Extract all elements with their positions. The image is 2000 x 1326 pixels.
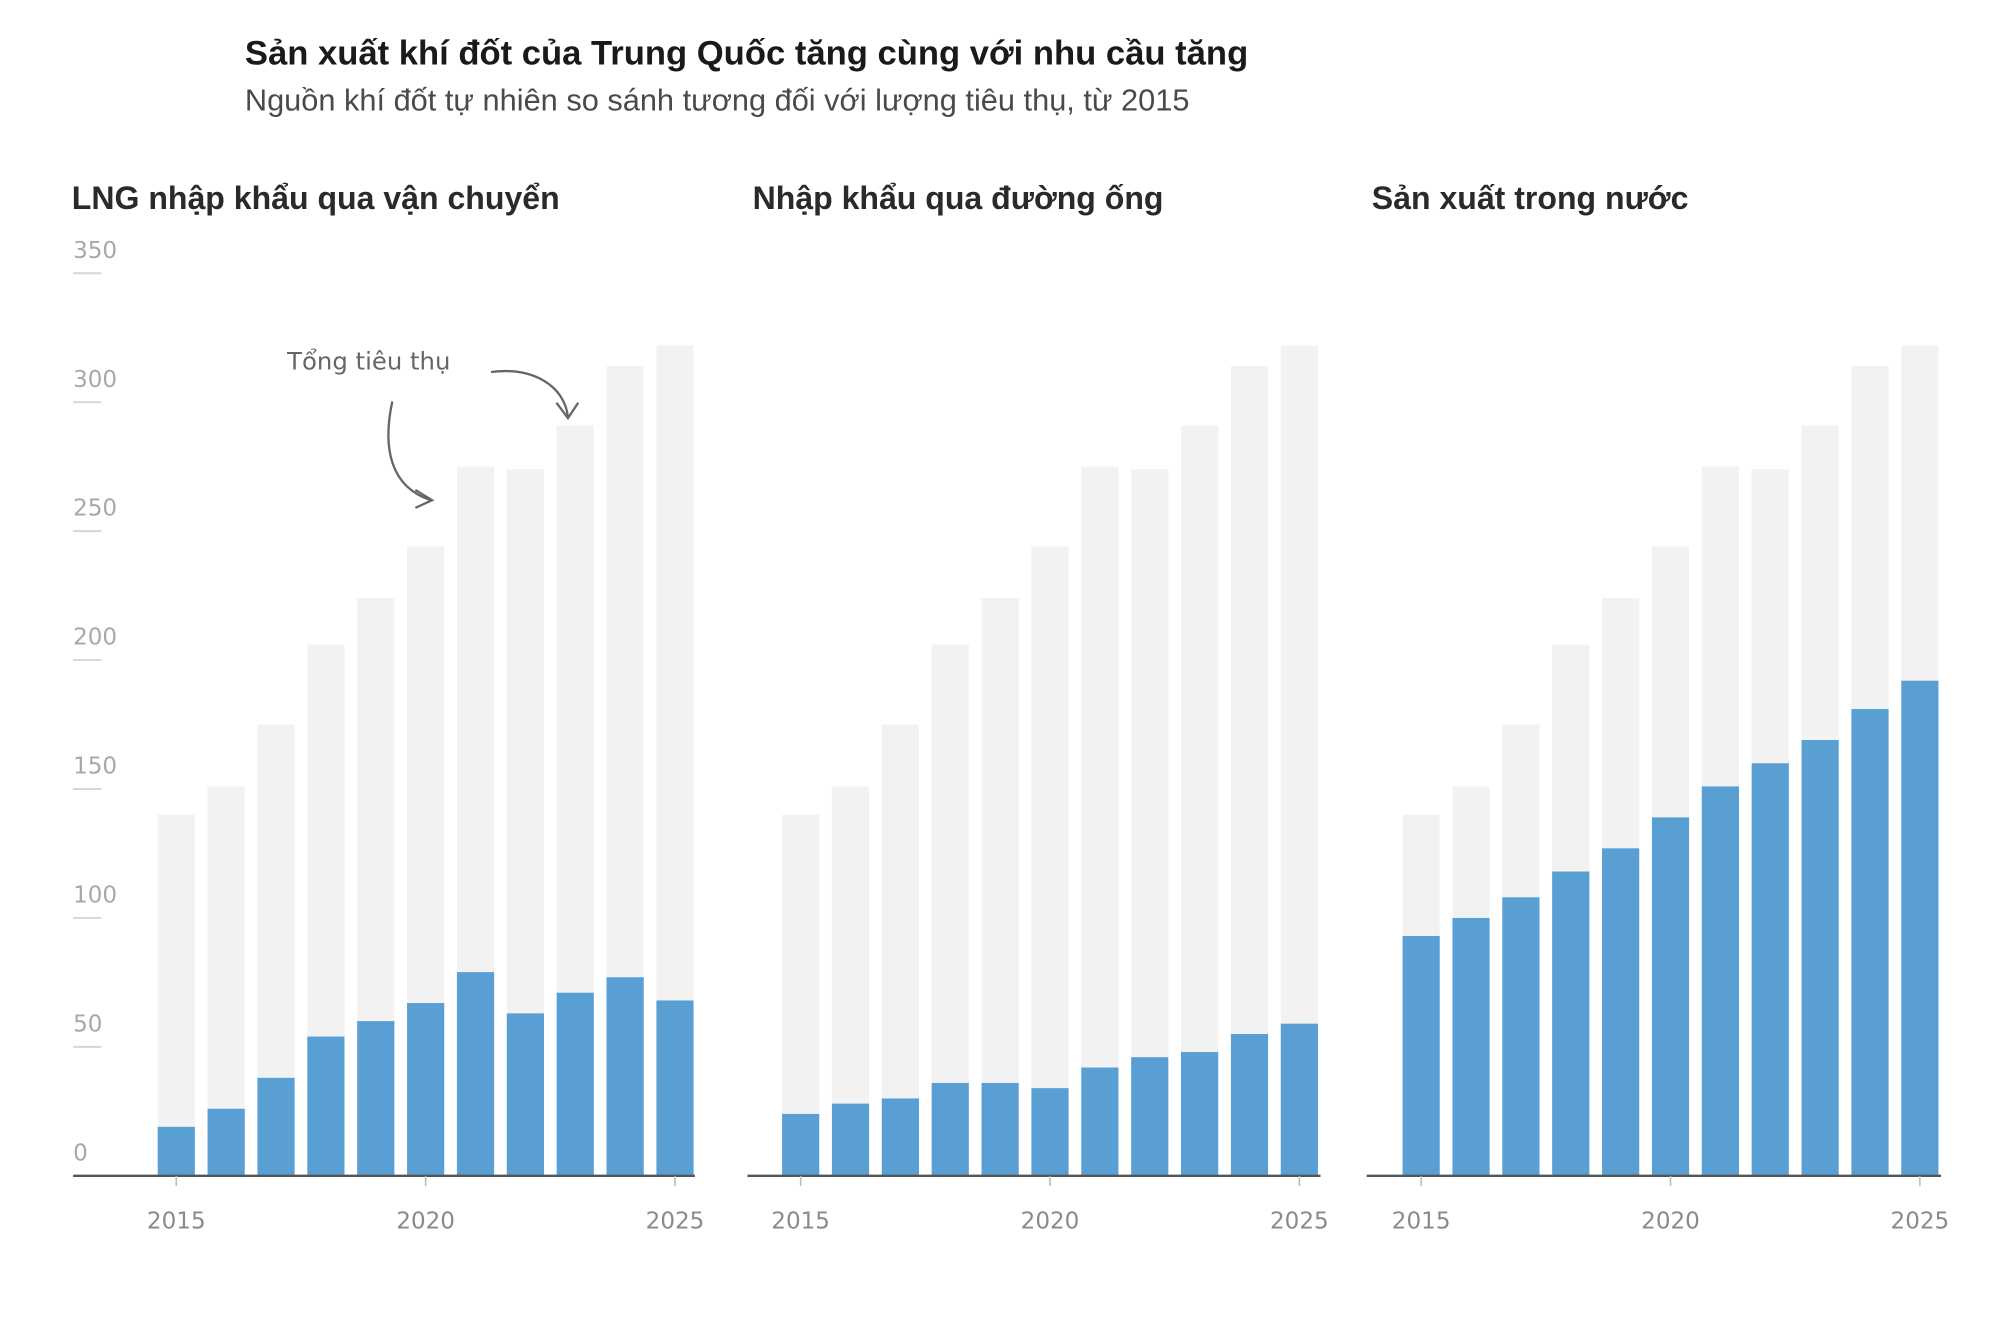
bar-source-2015 bbox=[782, 1113, 820, 1176]
bar-total-2021 bbox=[1081, 466, 1119, 1176]
bar-source-2018 bbox=[931, 1082, 969, 1176]
bar-source-2018 bbox=[307, 1036, 345, 1176]
bar-source-2025 bbox=[1901, 680, 1939, 1176]
x-tick-label: 2015 bbox=[147, 1208, 206, 1234]
y-tick-label: 350 bbox=[73, 238, 117, 264]
panel-title: Sản xuất trong nước bbox=[1372, 180, 1689, 216]
y-tick-label: 300 bbox=[73, 367, 117, 393]
arrow-icon bbox=[387, 401, 432, 502]
panel-title: LNG nhập khẩu qua vận chuyển bbox=[72, 180, 560, 216]
annotation-total-consumption: Tổng tiêu thụ bbox=[286, 346, 580, 509]
bar-source-2017 bbox=[257, 1077, 295, 1176]
bar-source-2015 bbox=[1402, 935, 1440, 1176]
x-tick-label: 2020 bbox=[1641, 1208, 1700, 1234]
bar-source-2023 bbox=[1801, 740, 1839, 1176]
bar-total-2015 bbox=[157, 814, 195, 1176]
bar-source-2018 bbox=[1552, 871, 1590, 1176]
annotation-label: Tổng tiêu thụ bbox=[286, 346, 450, 375]
y-tick-label: 150 bbox=[73, 754, 117, 780]
y-tick-label: 250 bbox=[73, 496, 117, 522]
bar-source-2020 bbox=[1031, 1088, 1069, 1176]
bar-source-2016 bbox=[831, 1103, 870, 1176]
bar-source-2024 bbox=[1851, 709, 1889, 1176]
bar-source-2024 bbox=[1230, 1033, 1269, 1176]
bar-source-2019 bbox=[1602, 848, 1640, 1176]
bar-source-2024 bbox=[606, 977, 644, 1176]
arrowhead-icon bbox=[414, 488, 435, 509]
chart-panel-2: Nhập khẩu qua đường ống 2015 2020 2025 bbox=[747, 180, 1329, 1234]
bar-source-2020 bbox=[1651, 817, 1690, 1176]
x-tick-label: 2015 bbox=[1392, 1208, 1451, 1234]
y-tick-label: 50 bbox=[73, 1011, 102, 1037]
chart-panel-1: LNG nhập khẩu qua vận chuyển 0 50 100 150 200… bbox=[72, 180, 705, 1234]
y-tick-label: 100 bbox=[73, 883, 117, 909]
bar-source-2019 bbox=[357, 1021, 395, 1176]
bar-source-2023 bbox=[1181, 1052, 1219, 1176]
x-tick-label: 2025 bbox=[646, 1208, 705, 1234]
bar-source-2021 bbox=[456, 972, 495, 1176]
y-tick-label: 0 bbox=[73, 1140, 88, 1166]
bar-source-2016 bbox=[1452, 917, 1490, 1176]
bar-source-2017 bbox=[881, 1098, 919, 1176]
bar-source-2022 bbox=[506, 1013, 544, 1176]
arrow-icon bbox=[490, 369, 570, 417]
x-tick-label: 2025 bbox=[1891, 1208, 1950, 1234]
bar-total-2020 bbox=[1031, 546, 1069, 1176]
x-tick-label: 2015 bbox=[771, 1208, 830, 1234]
bar-source-2022 bbox=[1751, 763, 1789, 1176]
x-tick-label: 2020 bbox=[396, 1208, 455, 1234]
x-tick-label: 2025 bbox=[1270, 1208, 1329, 1234]
bar-source-2022 bbox=[1131, 1057, 1169, 1176]
chart-subtitle: Nguồn khí đốt tự nhiên so sánh tương đối… bbox=[245, 82, 1190, 117]
panel-title: Nhập khẩu qua đường ống bbox=[753, 180, 1164, 216]
bar-source-2016 bbox=[207, 1108, 245, 1176]
bar-source-2017 bbox=[1502, 897, 1540, 1176]
chart-title: Sản xuất khí đốt của Trung Quốc tăng cùn… bbox=[245, 34, 1248, 72]
chart-panel-3: Sản xuất trong nước 2015 2020 2025 bbox=[1366, 180, 1950, 1234]
bar-source-2025 bbox=[656, 1000, 694, 1176]
bar-total-2023 bbox=[1181, 425, 1219, 1176]
bar-source-2019 bbox=[981, 1082, 1019, 1176]
bar-source-2020 bbox=[407, 1003, 445, 1176]
bar-source-2025 bbox=[1280, 1023, 1318, 1176]
y-tick-label: 200 bbox=[73, 625, 117, 651]
x-tick-label: 2020 bbox=[1021, 1208, 1080, 1234]
bar-source-2021 bbox=[1081, 1067, 1119, 1176]
bar-source-2015 bbox=[157, 1126, 195, 1176]
bar-source-2021 bbox=[1701, 786, 1739, 1176]
bar-total-2019 bbox=[981, 598, 1019, 1176]
arrowhead-icon bbox=[555, 402, 580, 421]
bar-source-2023 bbox=[556, 992, 594, 1176]
